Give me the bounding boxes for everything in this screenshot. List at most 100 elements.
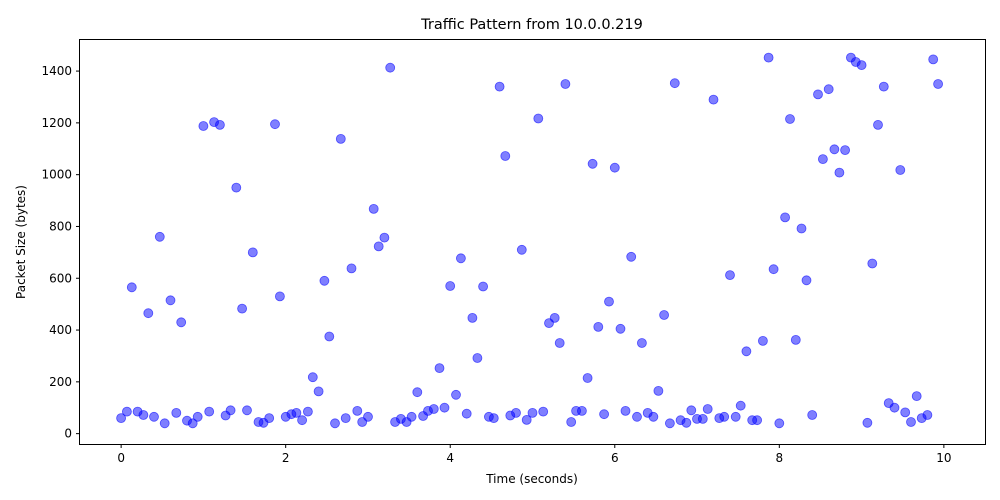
data-point <box>900 407 911 418</box>
data-point <box>291 407 302 418</box>
x-tick-label: 6 <box>611 451 619 465</box>
data-point <box>225 405 236 416</box>
data-point <box>862 417 873 428</box>
data-point <box>560 79 571 89</box>
data-point <box>659 310 669 320</box>
data-point <box>768 264 779 275</box>
y-axis: 0 200 400 600 800 1000 1200 1400 <box>41 64 80 441</box>
data-point <box>609 162 620 173</box>
data-point <box>582 373 593 383</box>
data-point <box>478 281 489 292</box>
y-tick-label: 200 <box>49 375 72 389</box>
y-axis-label: Packet Size (bytes) <box>14 185 28 299</box>
data-point <box>494 81 505 92</box>
data-point <box>906 417 916 427</box>
data-point <box>340 413 351 424</box>
data-point <box>434 363 445 374</box>
data-point <box>330 418 340 429</box>
data-point <box>758 335 768 346</box>
data-point <box>620 405 631 416</box>
y-tick-label: 1400 <box>41 64 72 78</box>
data-point <box>122 406 132 417</box>
data-point <box>686 405 697 416</box>
y-tick-label: 400 <box>49 323 72 337</box>
data-point <box>192 411 203 422</box>
data-point <box>488 413 499 424</box>
data-point <box>368 203 379 214</box>
data-point <box>813 89 823 100</box>
data-point <box>719 411 730 422</box>
data-point <box>159 418 170 429</box>
data-point <box>335 133 346 144</box>
data-point <box>247 247 258 258</box>
data-point <box>204 406 215 417</box>
data-point <box>785 114 795 124</box>
data-point <box>549 312 560 323</box>
data-point <box>577 405 587 416</box>
data-point <box>352 405 363 416</box>
data-point <box>730 411 741 422</box>
data-point <box>538 406 549 417</box>
x-tick-label: 4 <box>446 451 454 465</box>
data-point <box>933 79 943 89</box>
data-point <box>455 253 466 264</box>
data-point <box>116 413 126 424</box>
data-point <box>867 258 878 269</box>
data-point <box>735 400 746 411</box>
data-point <box>319 275 330 286</box>
data-point <box>604 296 614 307</box>
data-point <box>818 154 828 165</box>
data-point <box>439 402 450 413</box>
data-point <box>149 411 159 422</box>
data-point <box>302 406 313 417</box>
data-point <box>297 415 308 426</box>
data-point <box>165 295 176 306</box>
data-point <box>669 78 680 89</box>
data-point <box>467 312 478 323</box>
data-point <box>801 275 812 286</box>
data-point <box>373 241 384 252</box>
data-point <box>665 418 675 429</box>
data-point <box>626 251 637 262</box>
data-point <box>313 386 324 397</box>
data-point <box>599 409 609 420</box>
data-point <box>214 120 225 130</box>
data-point <box>829 144 840 155</box>
data-point <box>681 417 692 428</box>
data-point <box>198 121 209 131</box>
data-point <box>264 413 275 424</box>
data-point <box>171 407 182 418</box>
data-point <box>780 212 790 223</box>
data-point <box>274 291 285 302</box>
data-point <box>472 353 483 363</box>
y-tick-label: 800 <box>49 219 72 233</box>
data-point <box>126 282 137 293</box>
y-tick-label: 600 <box>49 271 72 285</box>
data-point <box>834 167 845 178</box>
data-point <box>708 94 719 105</box>
data-point <box>741 346 752 357</box>
data-point <box>445 281 456 291</box>
data-point <box>752 415 762 426</box>
data-point <box>790 334 801 345</box>
data-point <box>363 411 373 422</box>
data-point <box>873 120 883 130</box>
x-tick-label: 2 <box>282 451 290 465</box>
plot-frame <box>79 39 986 445</box>
data-point <box>637 338 647 348</box>
x-axis-label: Time (seconds) <box>485 472 578 486</box>
data-point <box>823 84 834 95</box>
x-tick-label: 8 <box>775 451 783 465</box>
data-point <box>648 411 659 422</box>
data-point <box>928 54 939 65</box>
data-point <box>500 151 511 161</box>
data-point <box>533 113 544 124</box>
scatter-points <box>116 52 943 429</box>
data-point <box>889 402 900 413</box>
data-point <box>856 60 867 70</box>
data-point <box>385 62 396 73</box>
data-point <box>461 408 472 419</box>
data-point <box>324 331 335 342</box>
data-point <box>725 270 735 281</box>
